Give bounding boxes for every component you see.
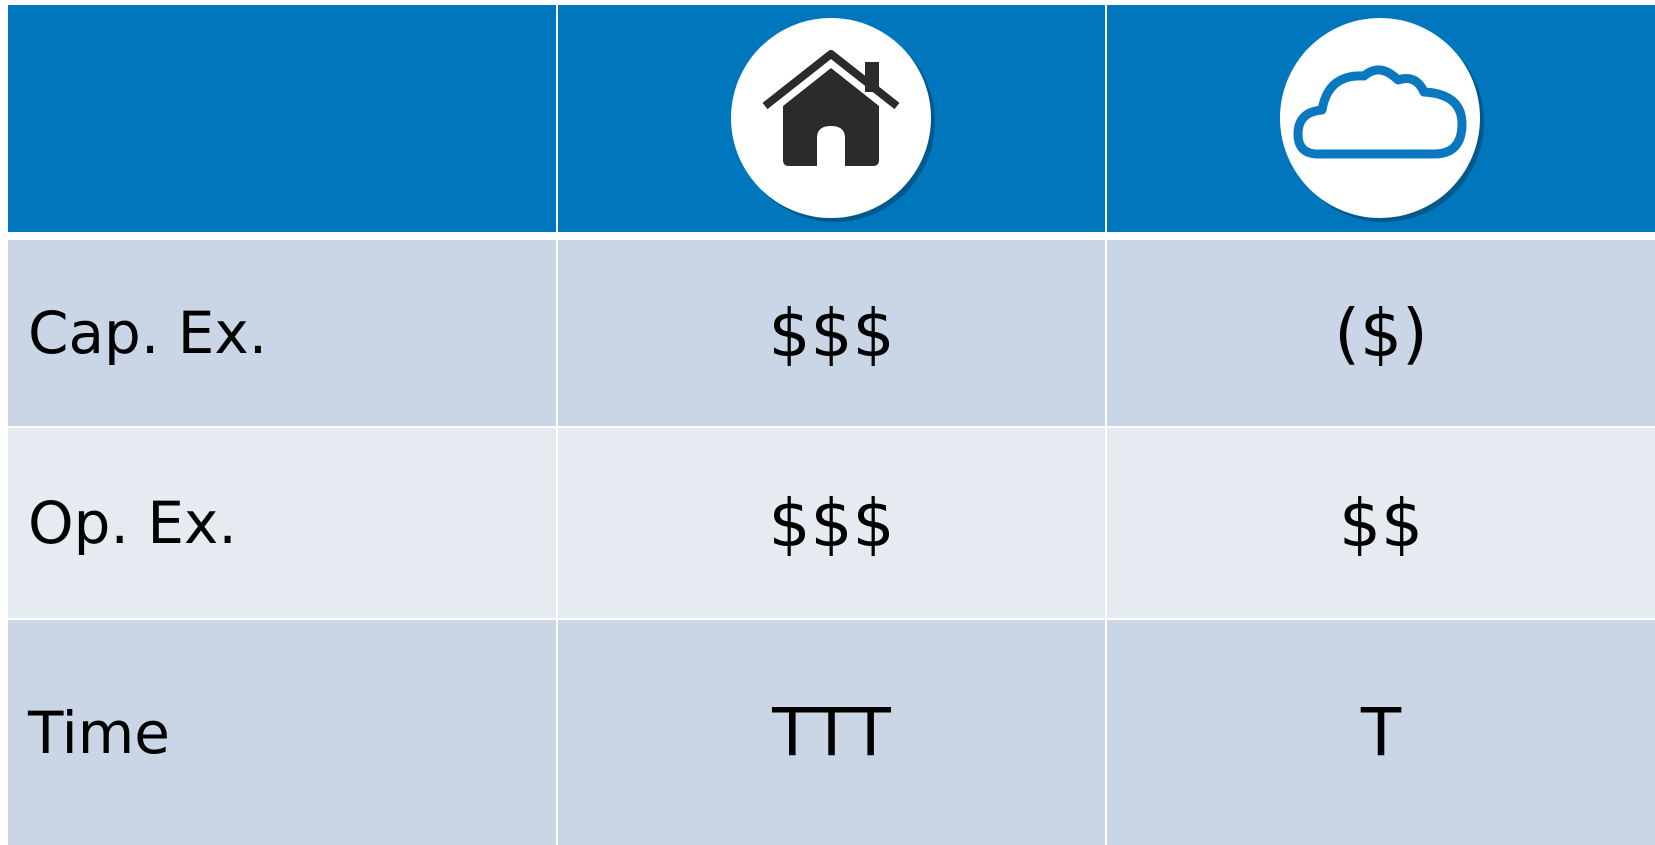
cell-value: T — [1107, 620, 1655, 845]
cloud-icon — [1280, 17, 1484, 222]
cell-value: $$ — [1107, 428, 1655, 618]
row-label: Time — [8, 620, 556, 845]
cell-value: ($) — [1107, 240, 1655, 426]
cell-value: $$$ — [558, 428, 1105, 618]
cell-value: $$$ — [558, 240, 1105, 426]
cell-value: TTT — [558, 620, 1105, 845]
home-icon — [730, 17, 935, 222]
row-label: Cap. Ex. — [8, 240, 556, 426]
row-label: Op. Ex. — [8, 428, 556, 618]
header-cell — [1107, 5, 1655, 232]
header-cell — [8, 5, 556, 232]
header-cell — [558, 5, 1105, 232]
